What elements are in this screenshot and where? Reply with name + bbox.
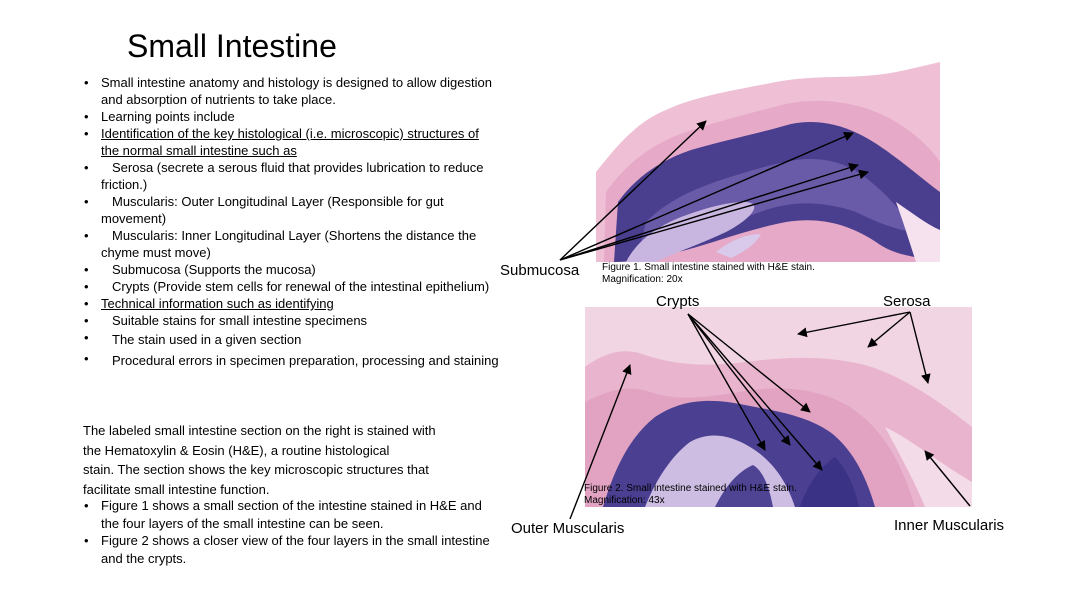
arrow-crypts-1	[687, 313, 766, 451]
figure-1-micrograph	[596, 52, 940, 262]
label-crypts: Crypts	[656, 293, 700, 310]
arrow-outer-muscularis	[569, 364, 632, 520]
bullet-item: Figure 2 shows a closer view of the four…	[82, 532, 500, 567]
label-inner-muscularis: Inner Muscularis	[894, 517, 1005, 534]
label-outer-muscularis: Outer Muscularis	[511, 520, 625, 537]
bullet-item: Learning points include	[82, 108, 500, 125]
bullet-item: Muscularis: Outer Longitudinal Layer (Re…	[82, 193, 500, 227]
bullet-item: Muscularis: Inner Longitudinal Layer (Sh…	[82, 227, 500, 261]
bullet-item: Figure 1 shows a small section of the in…	[82, 497, 500, 532]
arrow-crypts-4	[687, 313, 823, 471]
figure-1-caption: Figure 1. Small intestine stained with H…	[602, 262, 815, 285]
arrow-submucosa-1	[559, 120, 707, 261]
figure-bullets-list: Figure 1 shows a small section of the in…	[82, 497, 500, 567]
bullet-item: Serosa (secrete a serous fluid that prov…	[82, 159, 500, 193]
bullet-item: Technical information such as identifyin…	[82, 295, 500, 312]
arrow-crypts-3	[687, 313, 811, 413]
arrow-serosa-3	[909, 311, 931, 384]
arrow-submucosa-4	[559, 169, 869, 261]
slide-title: Small Intestine	[127, 28, 337, 64]
arrow-inner-muscularis	[924, 450, 971, 507]
arrow-serosa-2	[867, 311, 911, 348]
bullet-item: Identification of the key histological (…	[82, 125, 500, 159]
bullet-item: Suitable stains for small intestine spec…	[82, 312, 500, 329]
figure-2-caption: Figure 2. Small intestine stained with H…	[584, 483, 797, 506]
bullet-item: Small intestine anatomy and histology is…	[82, 74, 500, 108]
arrow-submucosa-3	[559, 163, 859, 261]
description-paragraph: The labeled small intestine section on t…	[83, 423, 436, 497]
arrow-serosa-1	[797, 311, 911, 338]
arrow-submucosa-2	[559, 132, 854, 261]
bullet-item: Crypts (Provide stem cells for renewal o…	[82, 278, 500, 295]
bullet-item: Procedural errors in specimen preparatio…	[82, 350, 500, 371]
bullet-item: Submucosa (Supports the mucosa)	[82, 261, 500, 278]
label-submucosa: Submucosa	[500, 262, 580, 279]
learning-points-list: Small intestine anatomy and histology is…	[82, 74, 500, 371]
label-serosa: Serosa	[883, 293, 931, 310]
bullet-item: The stain used in a given section	[82, 329, 500, 350]
arrow-crypts-2	[687, 313, 791, 446]
